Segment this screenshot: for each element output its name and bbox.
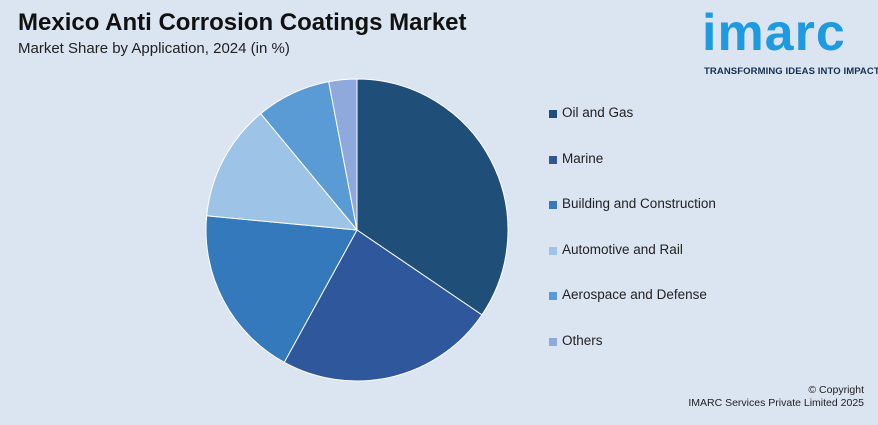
copyright-line-2: IMARC Services Private Limited 2025: [688, 397, 864, 409]
legend-label: Aerospace and Defense: [562, 287, 707, 302]
legend-swatch: [549, 110, 557, 118]
imarc-logo: imarc TRANSFORMING IDEAS INTO IMPACT: [700, 4, 878, 80]
legend-label: Oil and Gas: [562, 105, 634, 120]
legend-label: Automotive and Rail: [562, 241, 683, 257]
logo-tagline: TRANSFORMING IDEAS INTO IMPACT: [704, 66, 878, 77]
pie-slice-others: [328, 78, 358, 231]
chart-title: Mexico Anti Corrosion Coatings Market: [18, 9, 467, 36]
legend-swatch: [549, 337, 557, 346]
logo-wordmark: imarc: [702, 4, 846, 62]
copyright-notice: © Copyright IMARC Services Private Limit…: [688, 384, 864, 410]
chart-subtitle: Market Share by Application, 2024 (in %): [18, 40, 290, 57]
legend-label: Marine: [562, 150, 604, 166]
legend-label: Others: [562, 332, 603, 348]
pie-slice-automotive-and-rail: [206, 112, 359, 231]
legend-swatch: [549, 246, 557, 255]
pie-slice-building-and-construction: [205, 215, 358, 363]
pie-slice-oil-and-gas: [356, 78, 509, 316]
legend-swatch: [549, 292, 557, 300]
pie-slice-marine: [283, 229, 483, 382]
copyright-line-1: © Copyright: [808, 384, 864, 396]
legend-swatch: [549, 155, 557, 164]
legend-label: Building and Construction: [562, 196, 716, 211]
legend-swatch: [549, 201, 557, 209]
